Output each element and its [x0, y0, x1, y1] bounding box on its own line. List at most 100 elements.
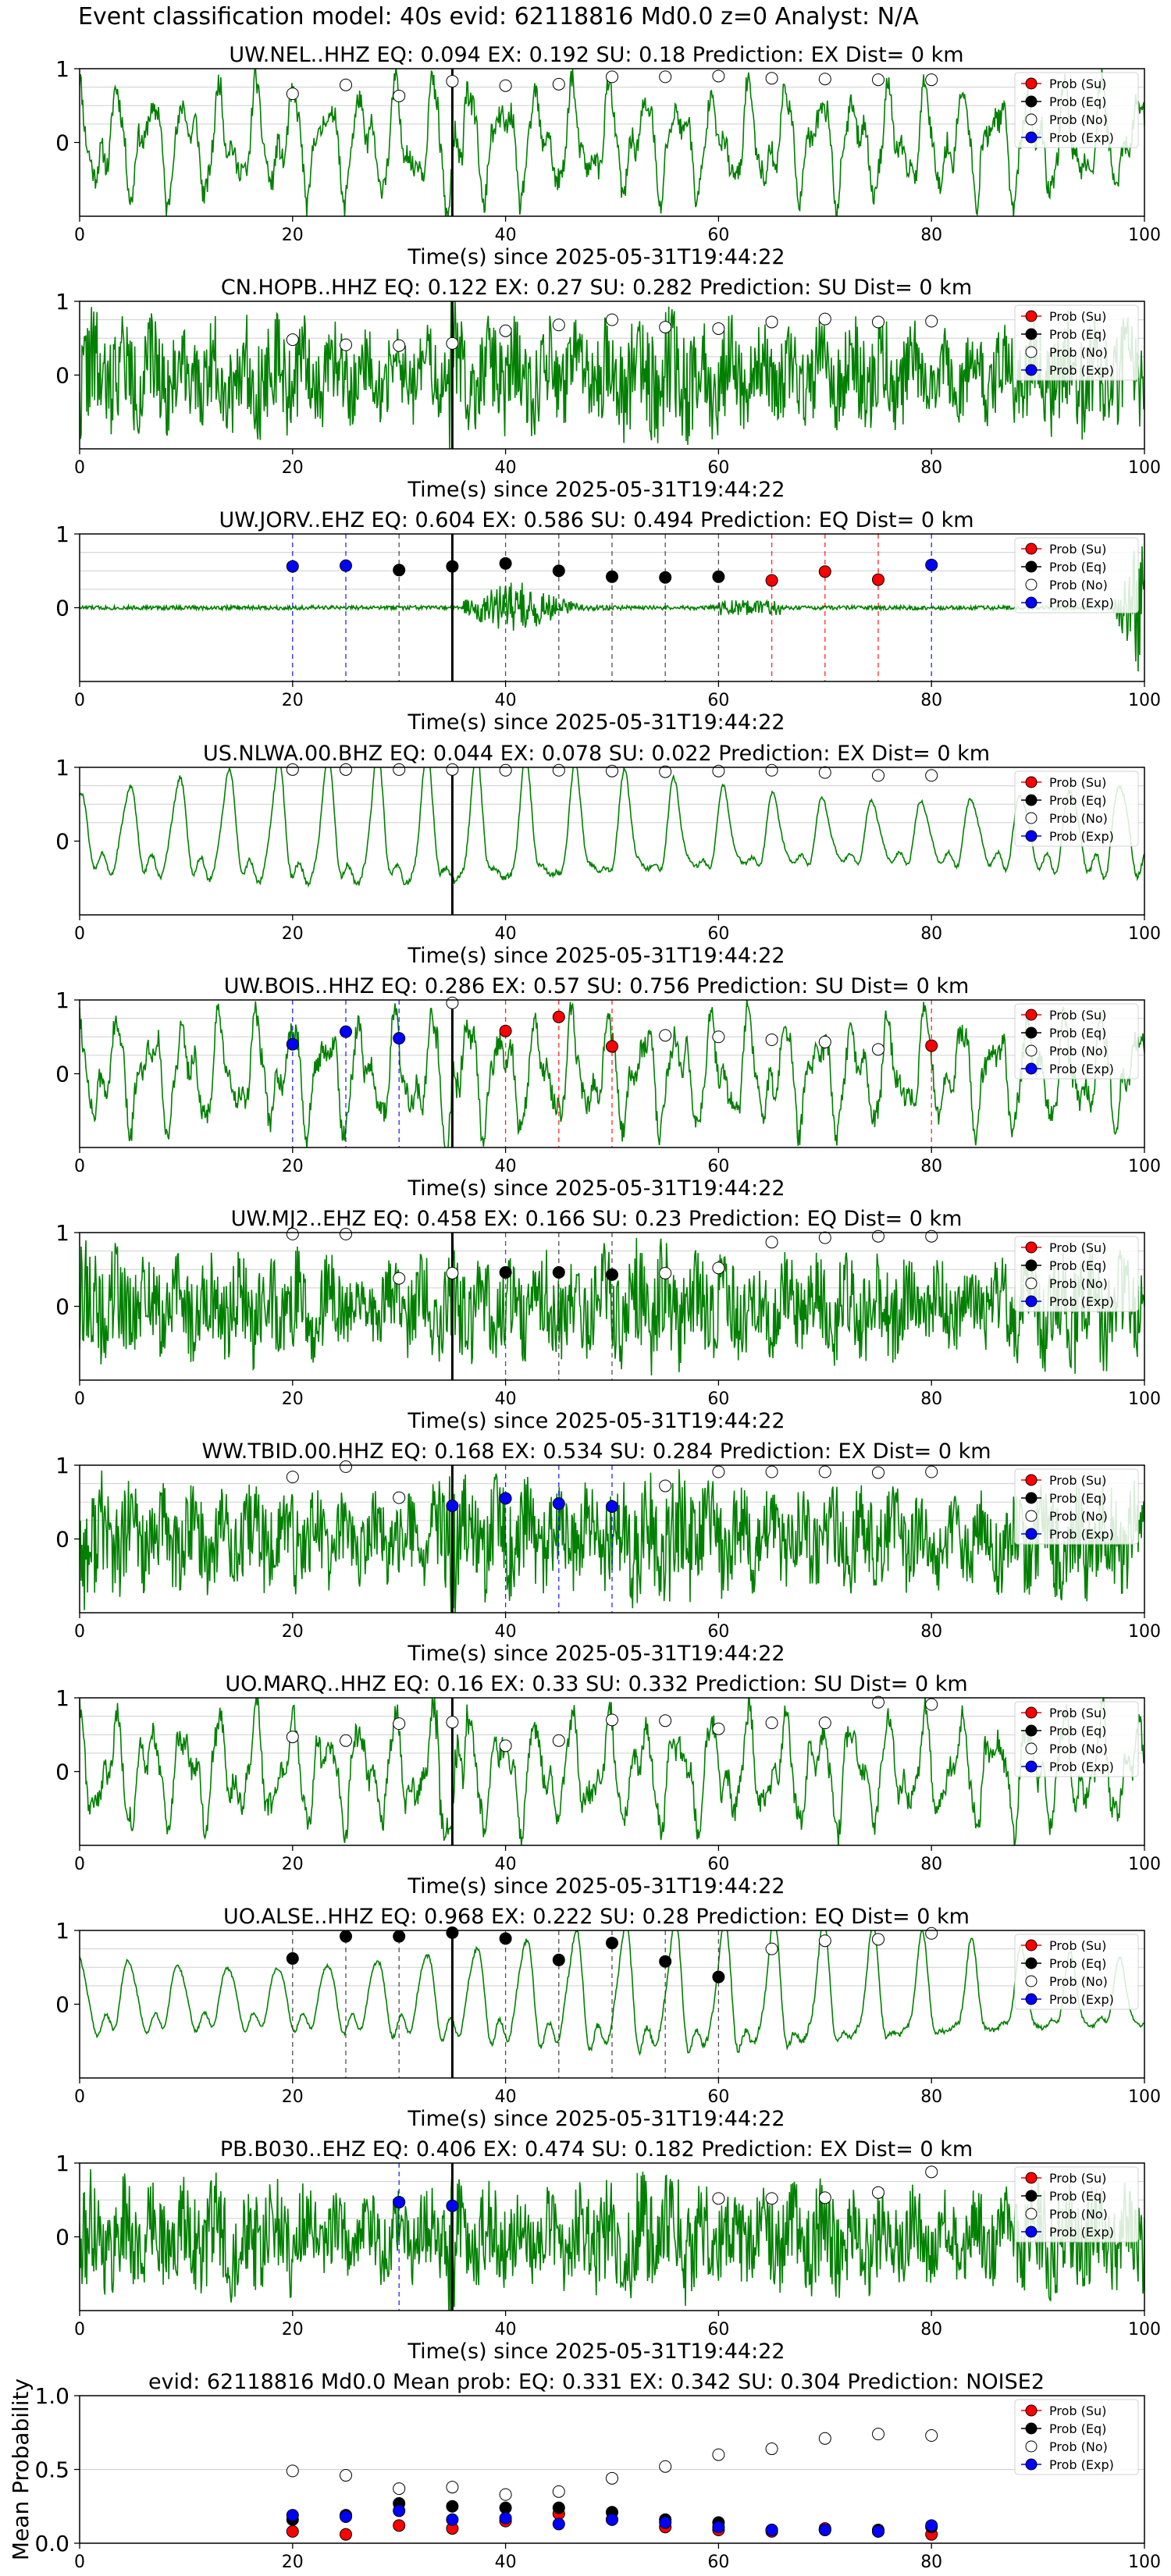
prob-marker-eq	[659, 1955, 672, 1968]
prob-marker-no	[659, 1714, 672, 1727]
prob-marker-no	[552, 318, 565, 332]
prob-marker-no	[393, 339, 406, 352]
prob-marker-eq	[606, 1268, 618, 1281]
x-tick-label: 20	[282, 1622, 304, 1642]
legend-label: Prob (Exp)	[1049, 130, 1114, 145]
y-tick-label: 1.0	[34, 2383, 69, 2409]
panel-title: CN.HOPB..HHZ EQ: 0.122 EX: 0.27 SU: 0.28…	[221, 276, 972, 300]
panel-title: UW.MJ2..EHZ EQ: 0.458 EX: 0.166 SU: 0.23…	[231, 1207, 963, 1231]
mean-marker-exp	[872, 2524, 884, 2538]
waveform-trace	[80, 767, 1144, 888]
prob-marker-eq	[552, 564, 565, 578]
mean-marker-exp	[552, 2517, 565, 2531]
legend-marker-eq	[1025, 1724, 1038, 1737]
mean-marker-no	[340, 2469, 352, 2482]
prob-marker-no	[499, 324, 512, 337]
panel-9: UO.ALSE..HHZ EQ: 0.968 EX: 0.222 SU: 0.2…	[55, 1905, 1161, 2131]
prob-marker-no	[872, 769, 884, 782]
prob-marker-no	[340, 1227, 352, 1240]
prob-marker-no	[659, 1029, 672, 1042]
prob-marker-no	[499, 763, 512, 777]
mean-marker-exp	[606, 2513, 618, 2526]
mean-marker-no	[765, 2443, 778, 2456]
prob-marker-exp	[925, 558, 938, 571]
x-tick-label: 80	[920, 1622, 942, 1642]
legend-label: Prob (Su)	[1049, 309, 1106, 324]
x-tick-label: 60	[707, 1389, 729, 1409]
x-axis-label: Time(s) since 2025-05-31T19:44:22	[407, 1874, 785, 1898]
prob-marker-su	[818, 565, 831, 578]
legend-marker-exp	[1025, 2226, 1038, 2238]
legend-marker-su	[1025, 1009, 1038, 1021]
prob-marker-no	[872, 2186, 884, 2199]
axes-frame	[79, 767, 1145, 916]
prob-marker-su	[765, 574, 778, 587]
mean-marker-exp	[925, 2519, 938, 2532]
x-tick-label: 40	[495, 458, 517, 478]
prob-marker-no	[286, 1731, 299, 1744]
panel-10: PB.B030..EHZ EQ: 0.406 EX: 0.474 SU: 0.1…	[55, 2137, 1161, 2364]
prob-marker-eq	[286, 1952, 299, 1965]
prob-marker-su	[925, 1039, 938, 1052]
x-tick-label: 20	[282, 1157, 304, 1176]
legend-label: Prob (Eq)	[1049, 327, 1106, 342]
prob-marker-no	[872, 1043, 884, 1056]
prob-marker-no	[925, 2165, 938, 2179]
legend-label: Prob (Su)	[1049, 1008, 1106, 1023]
x-tick-label: 80	[920, 1855, 942, 1874]
legend-label: Prob (No)	[1049, 345, 1108, 360]
legend-marker-no	[1025, 1510, 1038, 1522]
legend-marker-eq	[1025, 1026, 1038, 1039]
legend-label: Prob (Exp)	[1049, 596, 1114, 610]
legend-label: Prob (Eq)	[1049, 793, 1106, 808]
prob-marker-su	[872, 573, 884, 586]
prob-marker-no	[765, 1465, 778, 1478]
x-axis-label: Time(s) since 2025-05-31T19:44:22	[407, 1642, 785, 1666]
prob-marker-no	[712, 322, 725, 335]
legend-label: Prob (Exp)	[1049, 2457, 1114, 2472]
x-tick-label: 0	[74, 1855, 85, 1874]
legend-label: Prob (Su)	[1049, 1240, 1106, 1255]
legend-box	[1014, 2166, 1139, 2243]
legend-label: Prob (Su)	[1049, 542, 1106, 557]
legend-marker-eq	[1025, 2190, 1038, 2202]
legend-label: Prob (No)	[1049, 1276, 1108, 1291]
prob-marker-no	[393, 89, 406, 102]
y-tick-label: 1	[55, 987, 69, 1013]
y-tick-label: 0	[55, 1992, 69, 2018]
x-axis-label: Time(s) since 2025-05-31T19:44:22	[407, 1176, 785, 1201]
prob-marker-no	[925, 73, 938, 87]
prob-marker-no	[925, 1927, 938, 1940]
prob-marker-eq	[659, 571, 672, 584]
prob-marker-no	[340, 1734, 352, 1747]
prob-marker-no	[712, 764, 725, 777]
prob-marker-no	[765, 315, 778, 329]
x-tick-label: 40	[495, 1389, 517, 1409]
x-tick-label: 100	[1128, 924, 1161, 944]
y-tick-label: 0	[55, 2225, 69, 2250]
prob-marker-no	[552, 1734, 565, 1747]
legend-label: Prob (Exp)	[1049, 1992, 1114, 2007]
figure-title: Event classification model: 40s evid: 62…	[78, 3, 919, 30]
mean-marker-no	[712, 2448, 725, 2461]
axes-frame	[79, 1930, 1145, 2079]
x-tick-label: 0	[74, 2320, 85, 2339]
y-tick-label: 1	[55, 1453, 69, 1478]
legend-marker-eq	[1025, 1957, 1038, 1969]
prob-marker-no	[286, 87, 299, 101]
x-tick-label: 100	[1128, 2320, 1161, 2339]
y-tick-label: 0.0	[34, 2531, 69, 2556]
legend-label: Prob (Exp)	[1049, 1062, 1114, 1076]
legend-marker-eq	[1025, 1259, 1038, 1272]
y-tick-label: 0	[55, 596, 69, 621]
mean-marker-no	[286, 2464, 299, 2478]
legend-box	[1014, 304, 1139, 381]
axes-frame	[79, 999, 1145, 1148]
x-tick-label: 60	[707, 2553, 729, 2572]
panel-title: UW.BOIS..HHZ EQ: 0.286 EX: 0.57 SU: 0.75…	[224, 974, 970, 998]
legend-marker-eq	[1025, 794, 1038, 806]
x-tick-label: 40	[495, 1855, 517, 1874]
legend-box	[1014, 1468, 1139, 1545]
waveform-trace	[80, 301, 1144, 449]
